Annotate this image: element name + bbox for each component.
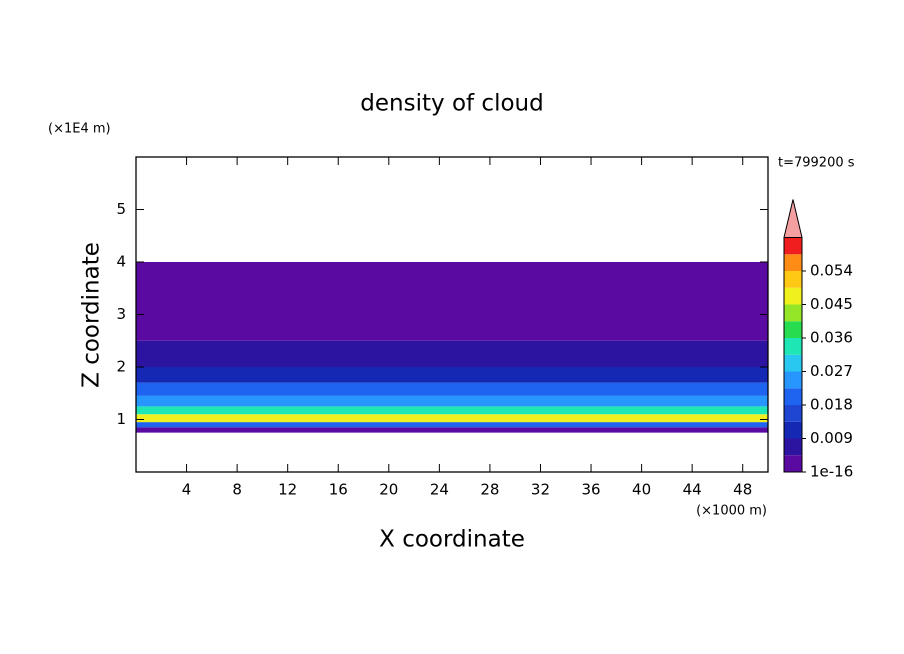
density-band <box>136 427 768 433</box>
y-tick-label: 4 <box>116 253 126 271</box>
density-band <box>136 422 768 428</box>
y-axis-title: Z coordinate <box>79 242 105 388</box>
x-tick-label: 28 <box>480 481 499 499</box>
colorbar-box <box>784 287 802 305</box>
density-band <box>136 340 768 367</box>
x-tick-label: 44 <box>683 481 702 499</box>
x-tick-label: 24 <box>430 481 449 499</box>
colorbar-box <box>784 304 802 322</box>
colorbar-tick-label: 0.045 <box>810 295 853 313</box>
density-band <box>136 414 768 423</box>
density-band <box>136 367 768 383</box>
y-unit: (×1E4 m) <box>48 122 111 137</box>
density-band <box>136 406 768 415</box>
density-band <box>136 314 768 341</box>
colorbar-box <box>784 388 802 405</box>
colorbar-box <box>784 438 802 456</box>
colorbar-box <box>784 338 802 355</box>
x-tick-label: 12 <box>278 481 297 499</box>
x-unit: (×1000 m) <box>696 504 767 519</box>
colorbar-box <box>784 371 802 389</box>
colorbar-box <box>784 354 802 372</box>
chart-title: density of cloud <box>360 91 543 117</box>
colorbar-box <box>784 271 802 288</box>
y-tick-label: 5 <box>116 200 126 218</box>
colorbar-tick-label: 1e-16 <box>810 463 853 481</box>
colorbar-box <box>784 237 802 255</box>
colorbar-box <box>784 405 802 422</box>
colorbar-box <box>784 455 802 472</box>
colorbar-box <box>784 321 802 338</box>
colorbar-tick-label: 0.054 <box>810 262 853 280</box>
x-tick-label: 36 <box>581 481 600 499</box>
x-axis-title: X coordinate <box>379 527 525 553</box>
x-tick-label: 8 <box>232 481 242 499</box>
x-tick-label: 48 <box>733 481 752 499</box>
density-band <box>136 395 768 407</box>
y-tick-label: 1 <box>116 410 126 428</box>
x-tick-label: 16 <box>329 481 348 499</box>
time-label: t=799200 s <box>778 156 855 171</box>
colorbar-tick-label: 0.018 <box>810 396 853 414</box>
x-tick-label: 32 <box>531 481 550 499</box>
x-tick-label: 4 <box>182 481 192 499</box>
y-tick-label: 2 <box>116 358 126 376</box>
colorbar-tick-label: 0.009 <box>810 429 853 447</box>
density-band <box>136 382 768 396</box>
colorbar-extend <box>783 199 803 238</box>
colorbar-tick-label: 0.036 <box>810 329 853 347</box>
colorbar-tick-label: 0.027 <box>810 362 853 380</box>
colorbar-box <box>784 254 802 271</box>
y-tick-label: 3 <box>116 305 126 323</box>
x-tick-label: 40 <box>632 481 651 499</box>
colorbar-box <box>784 421 802 439</box>
x-tick-label: 20 <box>379 481 398 499</box>
density-band <box>136 262 768 315</box>
